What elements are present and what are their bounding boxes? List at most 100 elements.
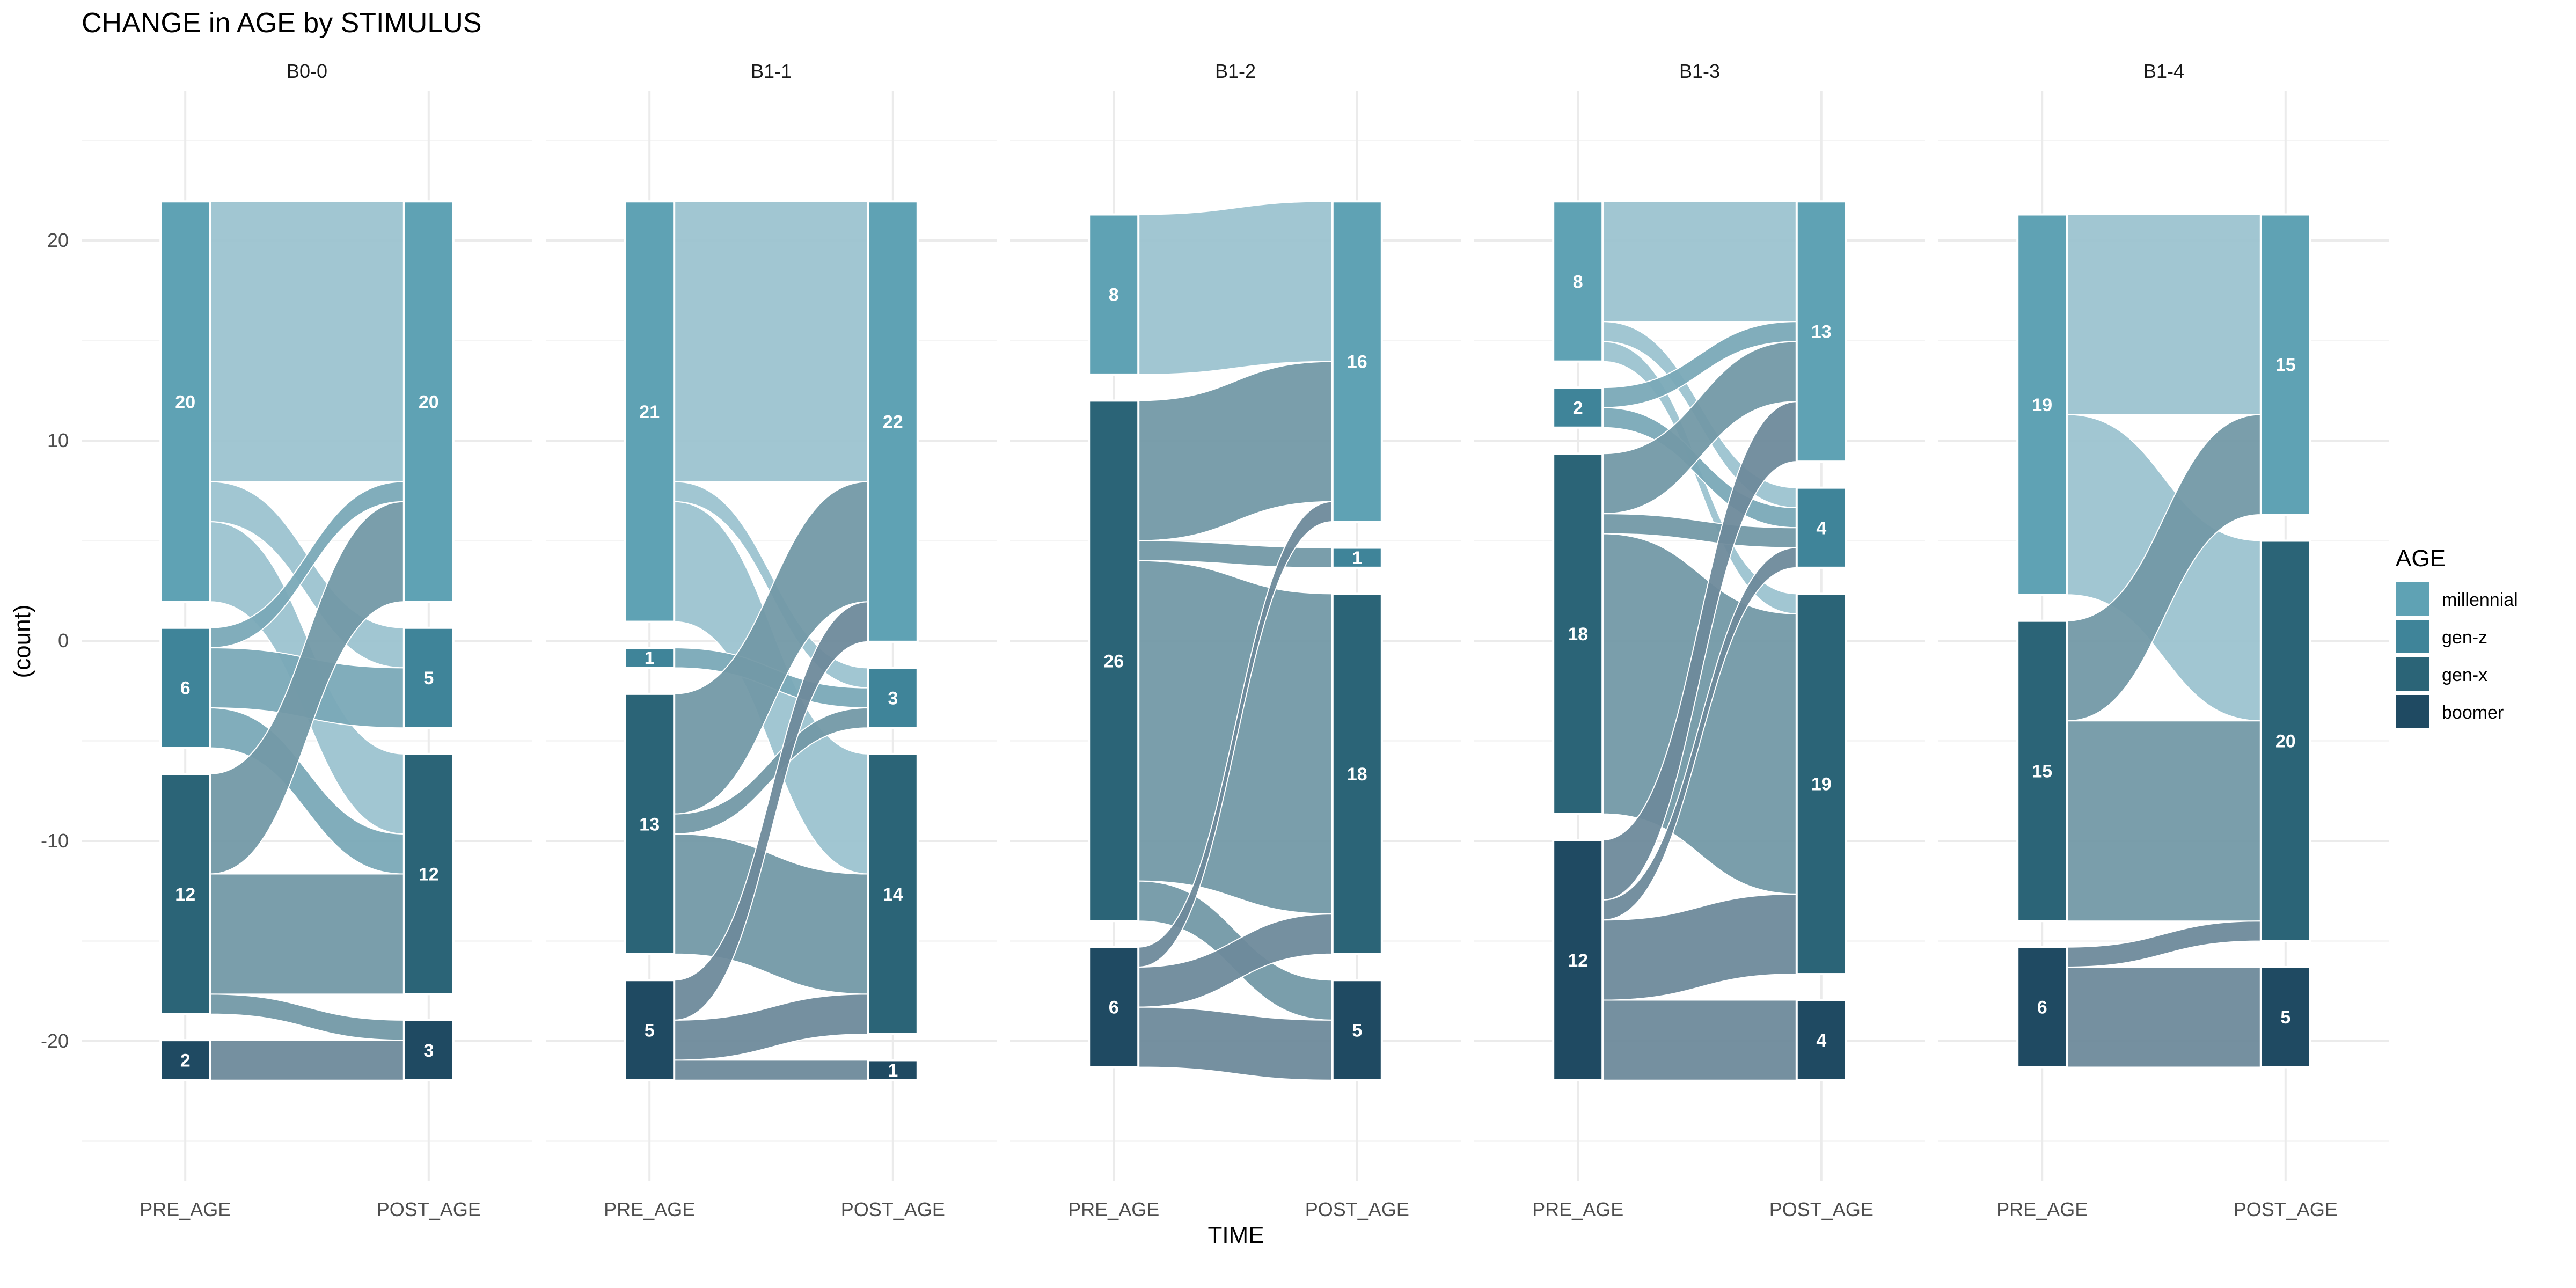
legend-title: AGE [2396,545,2446,572]
alluvium-flow [1138,361,1333,541]
stratum-box [159,626,211,749]
legend-key [2396,695,2429,728]
alluvium-flow [1602,893,1797,1001]
stratum-box [402,200,455,603]
stratum-box [1795,200,1847,463]
x-tick-label: POST_AGE [1769,1198,1874,1220]
stratum-box [402,1019,455,1081]
stratum-box [1795,486,1847,569]
stratum-box [402,626,455,729]
stratum-box [1331,200,1383,523]
stratum-box [1795,592,1847,976]
stratum-count-label: 8 [1573,272,1583,292]
stratum-count-label: 19 [2032,395,2052,415]
stratum-count-label: 8 [1109,285,1119,305]
stratum-box [1088,213,1140,376]
alluvium-flow [1138,201,1333,375]
alluvium-flow [2066,966,2262,1068]
x-tick-label: PRE_AGE [1532,1198,1623,1220]
stratum-count-label: 12 [1568,950,1588,971]
x-tick-label: POST_AGE [1305,1198,1409,1220]
y-axis-title: (count) [9,605,35,678]
stratum-count-label: 1 [1352,548,1362,568]
chart-title: CHANGE in AGE by STIMULUS [82,8,482,39]
stratum-count-label: 1 [888,1060,898,1081]
stratum-box [867,200,919,643]
legend-label: gen-x [2442,665,2487,685]
stratum-count-label: 6 [2037,998,2047,1018]
stratum-box [159,1039,211,1081]
stratum-count-label: 5 [2280,1007,2290,1028]
stratum-count-label: 13 [639,814,660,835]
legend-key [2396,657,2429,691]
alluvium-flow [1602,201,1797,323]
facet-label: B1-4 [2143,60,2184,82]
stratum-box [624,979,676,1081]
stratum-count-label: 19 [1811,774,1832,795]
alluvium-flow [209,1040,405,1081]
stratum-count-label: 13 [1811,322,1832,342]
alluvium-flow [674,1059,869,1081]
stratum-box [2016,213,2068,596]
stratum-count-label: 12 [175,884,195,905]
stratum-count-label: 22 [883,412,903,433]
stratum-count-label: 4 [1816,1030,1826,1051]
stratum-box [159,200,211,603]
alluvium-flow [2066,720,2262,922]
stratum-count-label: 16 [1347,352,1367,372]
stratum-count-label: 14 [883,884,903,905]
text-layer: CHANGE in AGE by STIMULUS TIME (count) A… [9,8,2446,1248]
stratum-box [1552,386,1604,429]
legend-label: gen-z [2442,627,2487,648]
stratum-box [1088,399,1140,923]
facet-label: B1-1 [751,60,792,82]
stratum-count-label: 4 [1816,518,1826,538]
legend-label: millennial [2442,590,2518,610]
stratum-count-label: 20 [2275,731,2296,752]
facet-label: B1-2 [1215,60,1256,82]
stratum-box [2016,619,2068,923]
stratum-box [1088,946,1140,1069]
x-tick-label: PRE_AGE [140,1198,231,1220]
alluvium-flow [2066,214,2262,415]
y-tick-label: 0 [58,630,69,652]
stratum-count-label: 6 [180,678,191,699]
stratum-box [1552,452,1604,815]
stratum-count-label: 18 [1347,764,1367,785]
stratum-count-label: 3 [888,688,898,708]
stratum-box [2259,965,2311,1069]
stratum-box [867,1059,919,1081]
legend: millennial gen-z gen-x boomer [2396,582,2518,728]
stratum-count-label: 6 [1109,998,1119,1018]
alluvium-flow [1602,999,1797,1081]
y-tick-label: -20 [41,1030,69,1052]
stratum-box [2016,946,2068,1069]
stratum-count-label: 15 [2032,761,2052,781]
stratum-box [867,667,919,729]
stratum-box [624,200,676,623]
alluvium-flow [209,201,405,482]
stratum-box [867,752,919,1035]
stratum-count-label: 20 [419,392,439,412]
stratum-count-label: 18 [1568,624,1588,645]
x-tick-label: PRE_AGE [1996,1198,2088,1220]
stratum-count-label: 15 [2275,355,2296,375]
stratum-count-label: 2 [180,1050,191,1071]
x-axis-title: TIME [1208,1222,1264,1248]
x-tick-label: POST_AGE [841,1198,945,1220]
stratum-count-label: 5 [1352,1020,1362,1041]
stratum-box [1795,999,1847,1081]
facet-label: B0-0 [287,60,327,82]
stratum-count-label: 20 [175,392,195,412]
alluvium-flow [209,993,405,1041]
stratum-box [402,752,455,996]
x-tick-label: PRE_AGE [604,1198,695,1220]
y-tick-label: 10 [47,429,69,451]
stratum-box [1552,200,1604,363]
stratum-box [1552,839,1604,1081]
y-tick-label: 20 [47,229,69,251]
stratum-count-label: 3 [423,1041,434,1061]
stratum-layer: 2061222051232111352231418266161185821812… [159,200,2311,1081]
stratum-box [2259,539,2311,942]
